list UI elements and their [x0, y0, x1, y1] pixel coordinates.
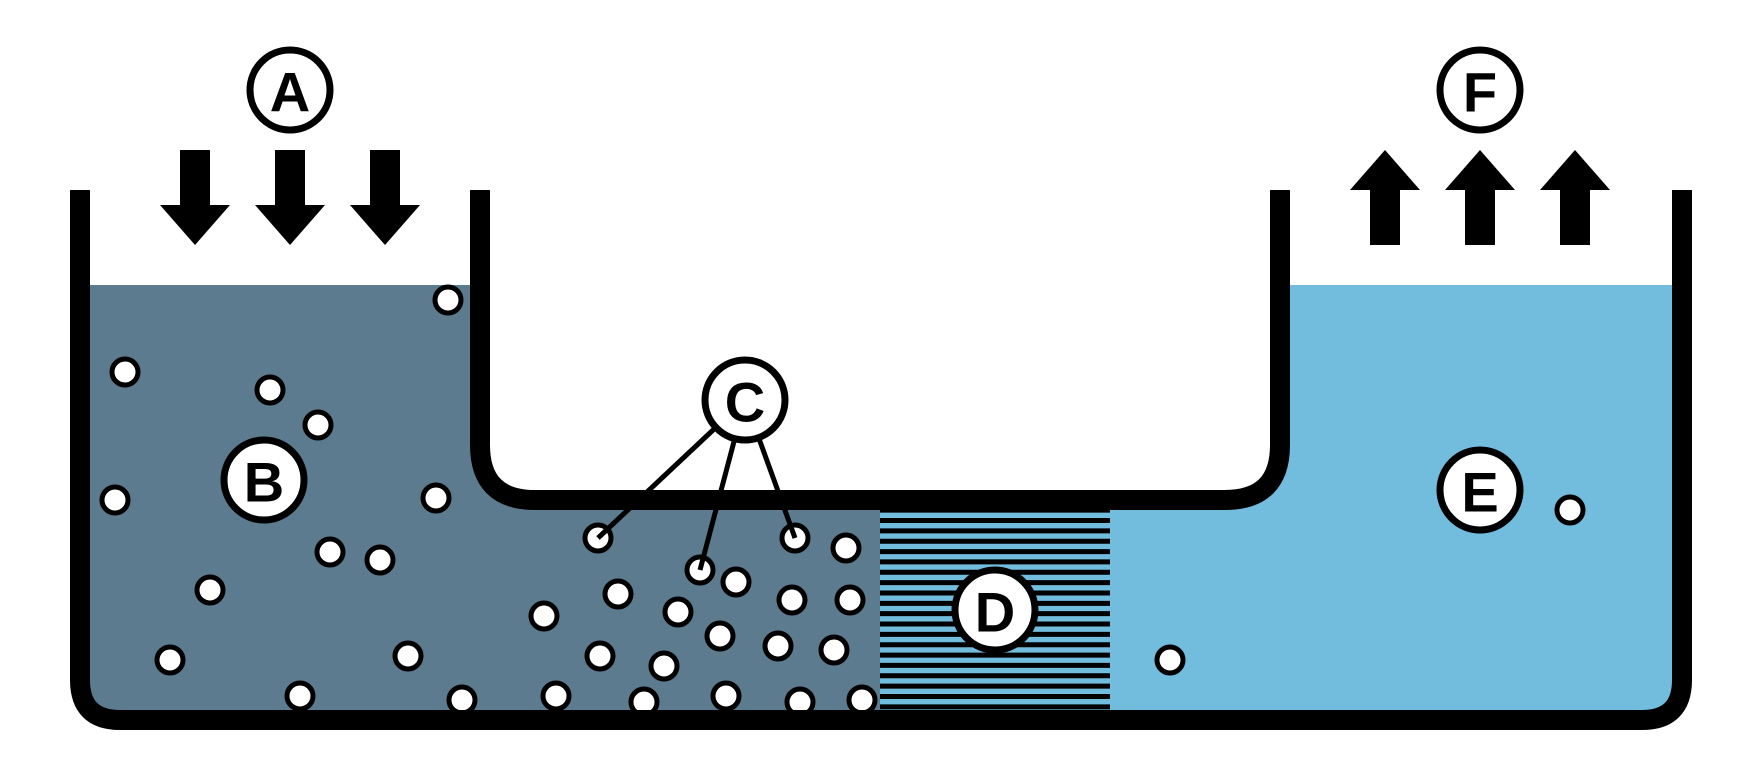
inner-divider-wall: [480, 190, 1280, 500]
label-c-text: C: [725, 371, 765, 434]
label-b-text: B: [244, 451, 284, 514]
outflow-arrow: [1445, 150, 1515, 245]
particle: [713, 683, 739, 709]
particle: [707, 623, 733, 649]
filtration-diagram: A B C D E F: [0, 0, 1762, 782]
particle: [543, 683, 569, 709]
particle: [531, 603, 557, 629]
label-b: B: [224, 440, 304, 520]
particle: [765, 633, 791, 659]
label-c: C: [705, 360, 785, 440]
particle: [837, 587, 863, 613]
inflow-arrow: [255, 150, 325, 245]
particle: [1557, 497, 1583, 523]
particle: [112, 359, 138, 385]
particle: [587, 643, 613, 669]
label-f: F: [1440, 50, 1520, 130]
particle: [1157, 647, 1183, 673]
label-d-text: D: [975, 581, 1015, 644]
particle: [157, 647, 183, 673]
label-d: D: [955, 570, 1035, 650]
label-f-text: F: [1463, 61, 1497, 124]
particle: [395, 643, 421, 669]
particle: [605, 581, 631, 607]
particle: [317, 539, 343, 565]
particle: [665, 599, 691, 625]
particle: [423, 485, 449, 511]
particle: [197, 577, 223, 603]
particle: [102, 487, 128, 513]
particle: [779, 587, 805, 613]
particle: [287, 683, 313, 709]
particle: [723, 569, 749, 595]
label-e: E: [1440, 450, 1520, 530]
outflow-arrow: [1540, 150, 1610, 245]
particle: [849, 687, 875, 713]
label-a-text: A: [270, 61, 310, 124]
particle: [435, 287, 461, 313]
particle: [651, 653, 677, 679]
inflow-arrow: [350, 150, 420, 245]
particle: [257, 377, 283, 403]
label-a: A: [250, 50, 330, 130]
particle: [305, 412, 331, 438]
particle: [449, 687, 475, 713]
inflow-arrow: [160, 150, 230, 245]
particle: [833, 535, 859, 561]
particle: [821, 637, 847, 663]
particle: [367, 547, 393, 573]
label-e-text: E: [1461, 461, 1498, 524]
outflow-arrow: [1350, 150, 1420, 245]
